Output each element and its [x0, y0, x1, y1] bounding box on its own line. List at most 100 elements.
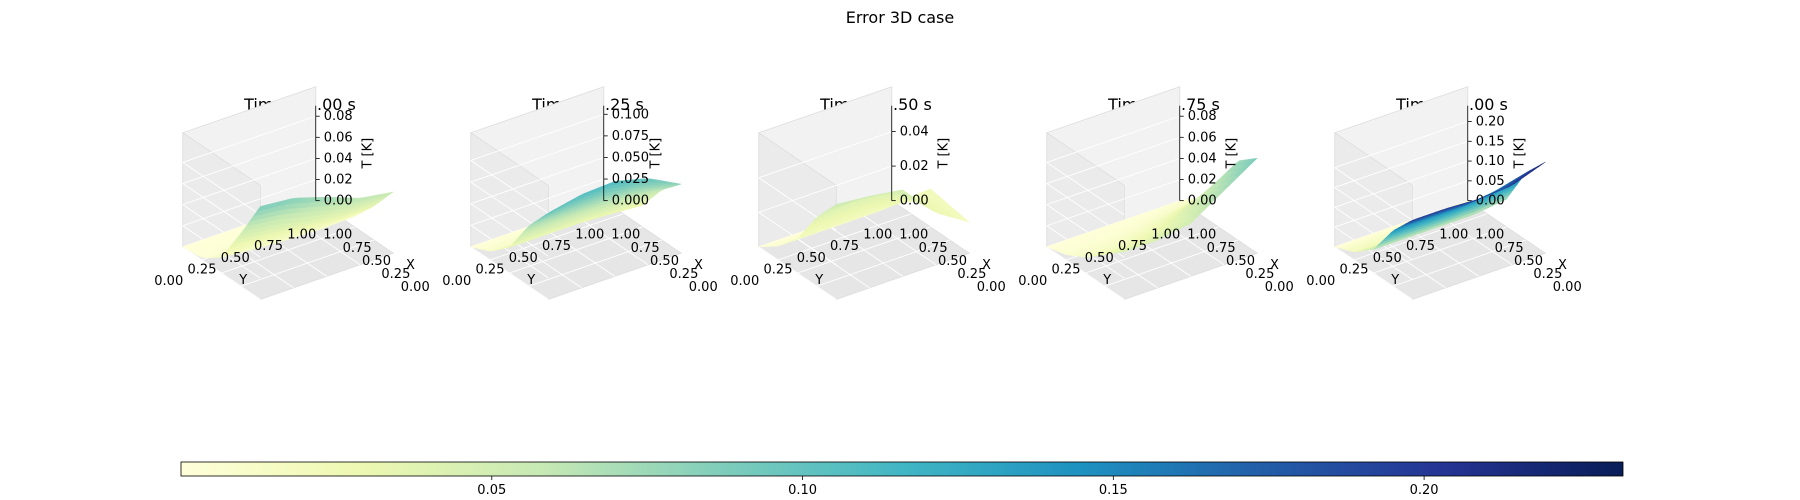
y-tick-label: 0.00	[1306, 274, 1335, 289]
grid-line	[1392, 239, 1527, 287]
grid-line	[1334, 226, 1413, 280]
grid-line	[1334, 121, 1468, 169]
y-axis-label: Y	[1102, 273, 1111, 288]
y-tick-label: 1.00	[863, 228, 892, 243]
grid-line	[470, 224, 549, 279]
grid-line	[1334, 167, 1413, 221]
axes: 0.000.250.500.751.000.000.250.500.751.00…	[730, 105, 1006, 295]
y-axis-label: Y	[526, 273, 535, 288]
y-tick-label: 0.25	[188, 262, 217, 277]
y-tick-label: 0.25	[1340, 262, 1369, 277]
grid-line	[1046, 179, 1180, 227]
x-tick-label: 0.00	[977, 280, 1006, 295]
z-tick-label: 0.025	[612, 172, 649, 187]
x-axis-label: X	[1558, 258, 1567, 273]
grid-line	[758, 131, 892, 179]
surface-facet	[1408, 217, 1419, 223]
figure-suptitle: Error 3D case	[846, 8, 954, 27]
grid-line	[758, 165, 892, 213]
z-axis-label: T [K]	[937, 138, 952, 170]
grid-line	[824, 223, 904, 277]
grid-line	[1334, 246, 1413, 300]
x-tick-label: 1.00	[323, 228, 352, 243]
x-axis-label: X	[1270, 258, 1279, 273]
y-tick-label: 0.75	[1118, 239, 1147, 254]
grid-line	[858, 211, 937, 266]
y-axis-label: Y	[814, 273, 823, 288]
x-tick-label: 0.75	[1495, 241, 1524, 256]
y-tick-label: 0.50	[221, 251, 250, 266]
y-tick-label: 0.50	[797, 251, 826, 266]
x-tick-label: 0.00	[1553, 280, 1582, 295]
z-tick-label: 0.04	[324, 151, 353, 166]
z-tick-label: 0.15	[1476, 134, 1505, 149]
y-tick-label: 1.00	[1151, 228, 1180, 243]
surface-panel: Time = 0.00 s0.000.250.500.751.000.000.2…	[154, 86, 430, 301]
surface-panel: Time = 0.25 s0.000.250.500.751.000.000.2…	[442, 86, 718, 301]
z-tick-label: 0.00	[324, 194, 353, 209]
y-tick-label: 0.00	[730, 274, 759, 289]
z-tick-label: 0.02	[1188, 173, 1217, 188]
z-tick-label: 0.100	[612, 107, 649, 122]
z-axis-label: T [K]	[361, 138, 376, 170]
z-tick-label: 0.06	[1188, 130, 1217, 145]
x-tick-label: 0.75	[631, 241, 660, 256]
x-tick-label: 0.75	[343, 241, 372, 256]
z-tick-label: 0.04	[900, 125, 929, 140]
x-axis-label: X	[694, 258, 703, 273]
surface-facet	[256, 204, 267, 212]
colorbar-tick-label: 0.20	[1410, 483, 1439, 498]
x-tick-label: 0.25	[1245, 267, 1274, 282]
z-axis-label: T [K]	[1513, 138, 1528, 170]
x-tick-label: 1.00	[899, 228, 928, 243]
x-tick-label: 0.25	[669, 267, 698, 282]
grid-line	[470, 178, 604, 226]
grid-line	[182, 246, 261, 300]
y-tick-label: 0.50	[509, 251, 538, 266]
y-tick-label: 0.50	[1373, 251, 1402, 266]
y-tick-label: 1.00	[575, 228, 604, 243]
y-tick-label: 0.75	[542, 239, 571, 254]
grid-line	[470, 113, 604, 161]
grid-line	[182, 136, 316, 184]
grid-line	[240, 239, 375, 287]
y-axis-label: Y	[238, 273, 247, 288]
grid-line	[1104, 239, 1239, 287]
z-tick-label: 0.02	[324, 173, 353, 188]
grid-line	[816, 239, 951, 287]
surface-facet	[544, 209, 555, 216]
z-tick-label: 0.000	[612, 194, 649, 209]
grid-line	[182, 115, 316, 163]
x-tick-label: 0.25	[957, 267, 986, 282]
x-tick-label: 0.25	[381, 267, 410, 282]
x-tick-label: 0.00	[689, 280, 718, 295]
x-tick-label: 0.75	[1207, 241, 1236, 256]
y-tick-label: 0.25	[1052, 262, 1081, 277]
grid-line	[470, 160, 549, 214]
surface	[1334, 161, 1546, 253]
x-tick-label: 0.50	[938, 254, 967, 269]
z-tick-label: 0.06	[324, 130, 353, 145]
grid-line	[1046, 162, 1125, 216]
x-tick-label: 1.00	[611, 228, 640, 243]
z-tick-label: 0.00	[900, 194, 929, 209]
surface-panel: Time = 0.50 s0.000.250.500.751.000.000.2…	[730, 86, 1006, 301]
y-tick-label: 0.50	[1085, 251, 1114, 266]
y-tick-label: 0.75	[830, 239, 859, 254]
colorbar-tick-label: 0.05	[477, 483, 506, 498]
grid-line	[470, 203, 549, 257]
z-tick-label: 0.050	[612, 150, 649, 165]
grid-line	[1334, 160, 1468, 208]
surface	[1046, 157, 1258, 258]
z-tick-label: 0.02	[900, 159, 929, 174]
x-tick-label: 1.00	[1475, 228, 1504, 243]
y-tick-label: 1.00	[287, 228, 316, 243]
x-tick-label: 0.75	[919, 241, 948, 256]
surface	[758, 188, 970, 247]
surface	[182, 191, 394, 259]
x-axis-label: X	[406, 258, 415, 273]
z-tick-label: 0.075	[612, 129, 649, 144]
z-tick-label: 0.04	[1188, 151, 1217, 166]
grid-line	[470, 157, 604, 205]
z-tick-label: 0.08	[324, 109, 353, 124]
